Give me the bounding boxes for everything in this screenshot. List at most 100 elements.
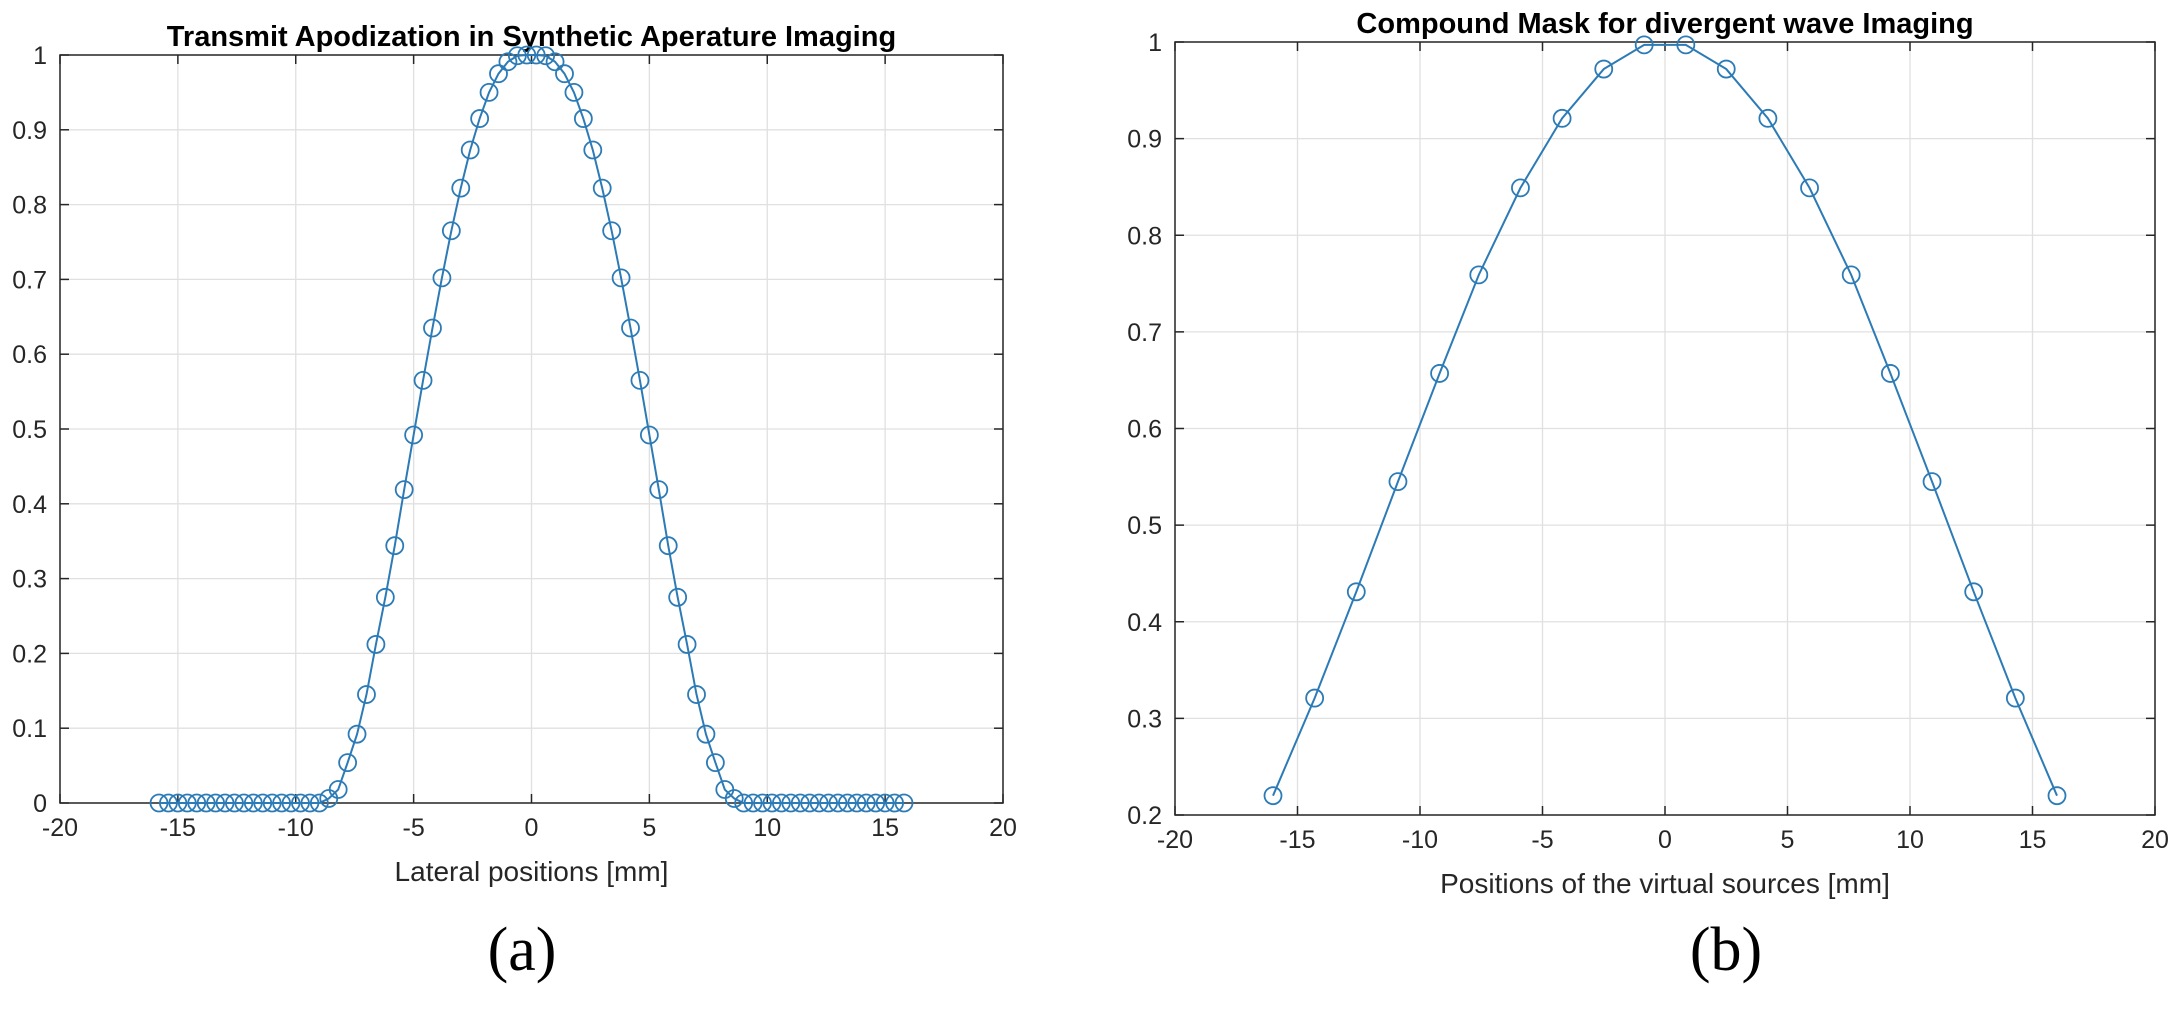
data-point xyxy=(460,140,480,160)
data-point xyxy=(338,753,358,773)
data-point xyxy=(206,793,225,813)
data-point xyxy=(215,793,235,813)
data-point xyxy=(602,221,622,241)
data-point xyxy=(1841,265,1861,285)
x-tick-label: -10 xyxy=(278,814,314,842)
x-tick-label: 10 xyxy=(753,814,781,842)
data-point xyxy=(507,46,527,66)
y-tick-label: 0.7 xyxy=(12,266,47,294)
x-tick-label: 20 xyxy=(2141,826,2169,854)
data-point xyxy=(366,635,386,654)
chart-title: Compound Mask for divergent wave Imaging xyxy=(1356,8,1973,40)
data-point xyxy=(517,45,537,65)
data-point xyxy=(1634,35,1654,55)
y-tick-label: 0.1 xyxy=(12,715,47,743)
y-tick-label: 0.2 xyxy=(1127,802,1162,830)
data-point xyxy=(1758,108,1778,128)
y-tick-label: 0.6 xyxy=(12,341,47,369)
data-point xyxy=(743,793,763,813)
data-point xyxy=(262,793,282,813)
data-point xyxy=(394,480,414,499)
data-point xyxy=(177,793,197,813)
data-point xyxy=(658,536,678,556)
data-point xyxy=(536,46,556,66)
data-point xyxy=(1511,178,1530,198)
data-point xyxy=(677,635,697,654)
data-point xyxy=(592,178,612,198)
data-point xyxy=(621,318,640,338)
data-point xyxy=(564,83,584,102)
y-tick-label: 0.9 xyxy=(12,117,47,145)
data-point xyxy=(687,685,706,704)
data-point xyxy=(875,793,895,813)
panel-label-b: (b) xyxy=(1689,916,1763,984)
x-tick-label: 20 xyxy=(989,814,1017,842)
x-axis-label: Positions of the virtual sources [mm] xyxy=(1440,868,1890,899)
y-tick-label: 0 xyxy=(33,790,47,818)
data-point xyxy=(856,793,876,813)
data-point xyxy=(291,793,310,813)
x-tick-label: -20 xyxy=(42,814,78,842)
data-point xyxy=(1922,472,1942,492)
data-point xyxy=(705,753,725,773)
data-point xyxy=(347,724,367,744)
data-point xyxy=(187,793,207,813)
y-tick-label: 0.4 xyxy=(12,491,47,519)
data-point xyxy=(196,793,216,813)
y-tick-label: 0.7 xyxy=(1127,319,1162,347)
data-point xyxy=(357,685,376,704)
y-tick-label: 0.6 xyxy=(1127,416,1162,444)
chart-1: -20 -15 -10 -5 0 5 10 15 20 0 0.1 0.2 0.3 0.4 0.5 0.6 0.… xyxy=(12,21,1017,887)
data-point xyxy=(225,793,244,813)
series-line xyxy=(1272,43,2058,797)
data-point xyxy=(281,793,301,813)
data-point xyxy=(1881,364,1900,383)
data-point xyxy=(1305,688,1325,708)
data-point xyxy=(771,793,791,813)
data-point xyxy=(168,793,188,813)
data-point xyxy=(847,793,867,813)
x-tick-label: -5 xyxy=(1531,826,1553,854)
y-tick-label: 0.8 xyxy=(1127,222,1162,250)
y-tick-label: 0.3 xyxy=(12,566,47,594)
data-point xyxy=(385,536,405,556)
x-tick-label: 10 xyxy=(1896,826,1924,854)
data-point xyxy=(1346,582,1366,602)
data-point xyxy=(498,52,518,72)
data-point xyxy=(149,793,169,813)
data-point xyxy=(724,789,744,808)
data-point xyxy=(668,587,688,607)
data-point xyxy=(1263,786,1283,806)
x-tick-label: 5 xyxy=(1781,826,1795,854)
x-tick-label: 0 xyxy=(525,814,539,842)
data-point xyxy=(866,793,886,813)
data-point xyxy=(489,64,508,84)
data-point xyxy=(828,793,848,813)
panel-label-a: (a) xyxy=(487,916,557,984)
data-point xyxy=(1388,472,1408,492)
y-tick-label: 0.5 xyxy=(12,416,47,444)
x-tick-label: -5 xyxy=(403,814,425,842)
x-tick-label: -20 xyxy=(1157,826,1193,854)
data-point xyxy=(272,793,292,813)
y-tick-label: 1 xyxy=(1148,29,1162,57)
data-point xyxy=(432,268,452,288)
data-point xyxy=(2047,786,2067,806)
data-point xyxy=(1964,582,1984,602)
data-point xyxy=(583,140,603,160)
data-point xyxy=(441,221,461,241)
x-tick-label: 15 xyxy=(2019,826,2047,854)
data-point xyxy=(639,425,659,445)
data-point xyxy=(573,109,593,128)
data-point xyxy=(234,793,254,813)
x-tick-label: 0 xyxy=(1658,826,1672,854)
data-point xyxy=(375,587,395,607)
data-point xyxy=(894,793,914,813)
data-point xyxy=(790,793,810,813)
data-point xyxy=(300,793,320,813)
data-point xyxy=(838,793,857,813)
x-tick-label: 5 xyxy=(642,814,656,842)
data-point xyxy=(762,793,782,813)
x-axis-label: Lateral positions [mm] xyxy=(395,856,669,887)
